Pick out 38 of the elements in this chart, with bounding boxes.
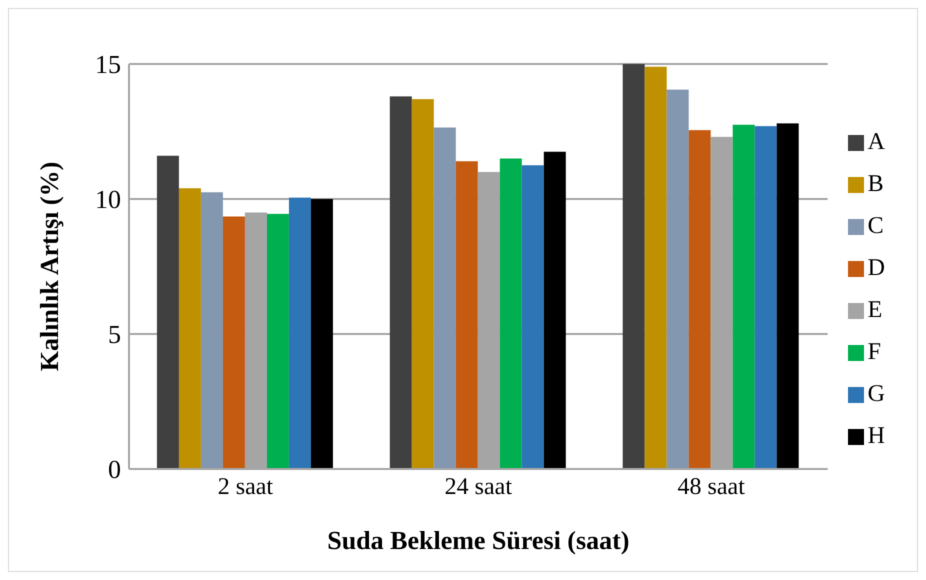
bar [434,127,456,469]
legend-label: B [868,171,884,197]
bar [776,123,799,469]
legend-label: A [868,129,885,155]
x-axis-title: Suda Bekleme Süresi (saat) [327,526,630,555]
x-tick-label: 48 saat [678,474,746,500]
bar [310,199,333,469]
y-tick-label: 15 [95,50,121,80]
legend-label: H [868,423,885,449]
legend-label: E [868,297,882,323]
bar [266,214,289,469]
bar [644,66,667,469]
x-tick-label: 24 saat [444,474,512,500]
y-tick-label: 0 [108,455,121,484]
bar [544,152,566,469]
legend-label: D [868,255,885,281]
bar [732,124,755,469]
y-axis-title: Kalınlık Artışı (%) [35,162,64,372]
bar [754,126,777,469]
bar [156,156,179,469]
legend-label: F [868,339,882,365]
bar [200,192,223,469]
bar [390,96,412,469]
bar [178,188,201,469]
bar [412,99,434,469]
bar [622,64,645,469]
bar [222,216,245,469]
bar [522,165,544,469]
legend-label: C [868,213,884,239]
y-tick-label: 5 [108,320,121,350]
bar [688,130,711,469]
bar [288,198,311,469]
bar [666,90,689,469]
legend-label: G [868,381,885,407]
bar [500,158,522,469]
y-tick-label: 10 [95,185,121,214]
x-tick-label: 2 saat [218,474,274,500]
bar [456,161,478,469]
